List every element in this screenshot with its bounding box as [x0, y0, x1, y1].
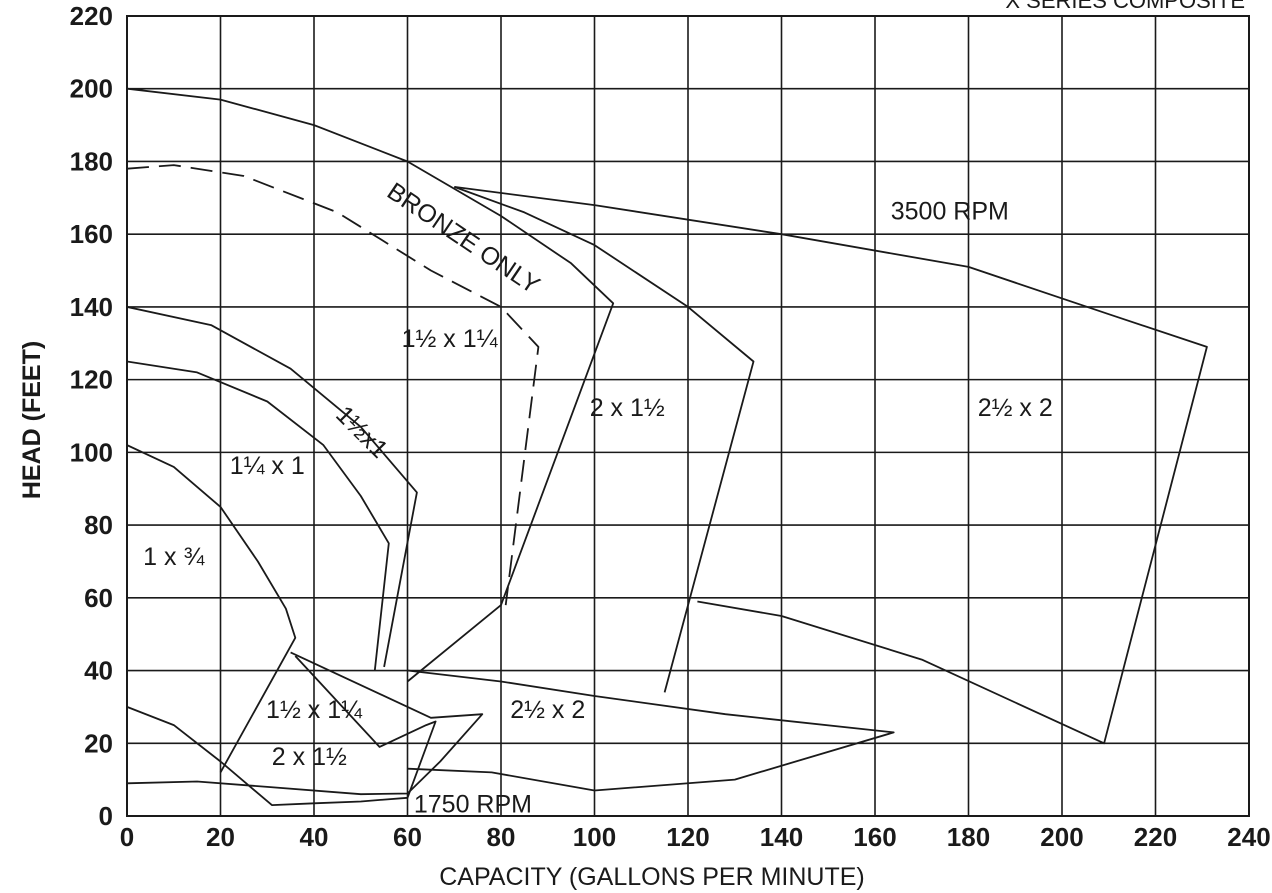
header-fragment: X SERIES COMPOSITE — [1005, 0, 1245, 13]
y-tick-labels: 0 20 40 60 80 100 120 140 160 180 200 220 — [70, 1, 113, 831]
curve-1750-rpm-2-x-1 — [126, 651, 484, 796]
x-tick-label: 180 — [947, 822, 990, 852]
x-tick-label: 220 — [1134, 822, 1177, 852]
region-label: 1½ x 1¼ — [402, 325, 499, 353]
curve-3500-rpm-1-x-1 — [126, 360, 390, 671]
x-tick-label: 0 — [120, 822, 134, 852]
y-tick-label: 120 — [70, 365, 113, 395]
curve-3500-rpm-2-x-2 — [454, 186, 1208, 745]
curve-1750-rpm-2-x-2 — [407, 669, 895, 792]
x-tick-label: 120 — [666, 822, 709, 852]
x-tick-labels: 0 20 40 60 80 100 120 140 160 180 200 220 240 — [120, 822, 1271, 852]
region-label: 1750 RPM — [414, 790, 532, 818]
y-tick-label: 220 — [70, 1, 113, 31]
x-tick-label: 60 — [393, 822, 422, 852]
curve-3500-rpm-1-x-1 — [126, 306, 418, 668]
y-tick-label: 60 — [84, 583, 113, 613]
x-tick-label: 40 — [300, 822, 329, 852]
x-tick-label: 140 — [760, 822, 803, 852]
y-tick-label: 0 — [99, 801, 113, 831]
plot-frame — [126, 15, 1250, 817]
x-tick-label: 20 — [206, 822, 235, 852]
curve-1750-rpm-1-x-1 — [126, 655, 437, 806]
x-axis-title: CAPACITY (GALLONS PER MINUTE) — [439, 863, 865, 891]
curve-3500-rpm-1-x — [126, 444, 297, 773]
region-label: 1¼ x 1 — [230, 452, 305, 480]
y-tick-label: 160 — [70, 219, 113, 249]
curve-3500-rpm-bronze-only — [126, 164, 540, 606]
region-label: 2 x 1½ — [590, 394, 665, 422]
y-tick-label: 100 — [70, 437, 113, 467]
curve-3500-rpm-2-x-1 — [453, 186, 755, 693]
region-label: 2 x 1½ — [272, 743, 347, 771]
curves — [126, 87, 1208, 806]
region-label: 3500 RPM — [891, 198, 1009, 226]
region-label: 2½ x 2 — [510, 696, 585, 724]
y-tick-label: 20 — [84, 728, 113, 758]
y-tick-label: 40 — [84, 656, 113, 686]
x-tick-label: 240 — [1227, 822, 1270, 852]
x-tick-label: 100 — [573, 822, 616, 852]
region-label: 1 x ¾ — [143, 543, 205, 571]
y-tick-label: 180 — [70, 146, 113, 176]
x-tick-label: 80 — [487, 822, 516, 852]
y-axis-title: HEAD (FEET) — [18, 341, 46, 499]
y-tick-label: 200 — [70, 74, 113, 104]
x-tick-label: 160 — [853, 822, 896, 852]
region-label: 2½ x 2 — [978, 394, 1053, 422]
y-tick-label: 140 — [70, 292, 113, 322]
x-tick-label: 200 — [1040, 822, 1083, 852]
curve-3500-rpm-1-x-1 — [126, 87, 615, 683]
region-label: 1½ x 1¼ — [266, 696, 363, 724]
y-tick-label: 80 — [84, 510, 113, 540]
